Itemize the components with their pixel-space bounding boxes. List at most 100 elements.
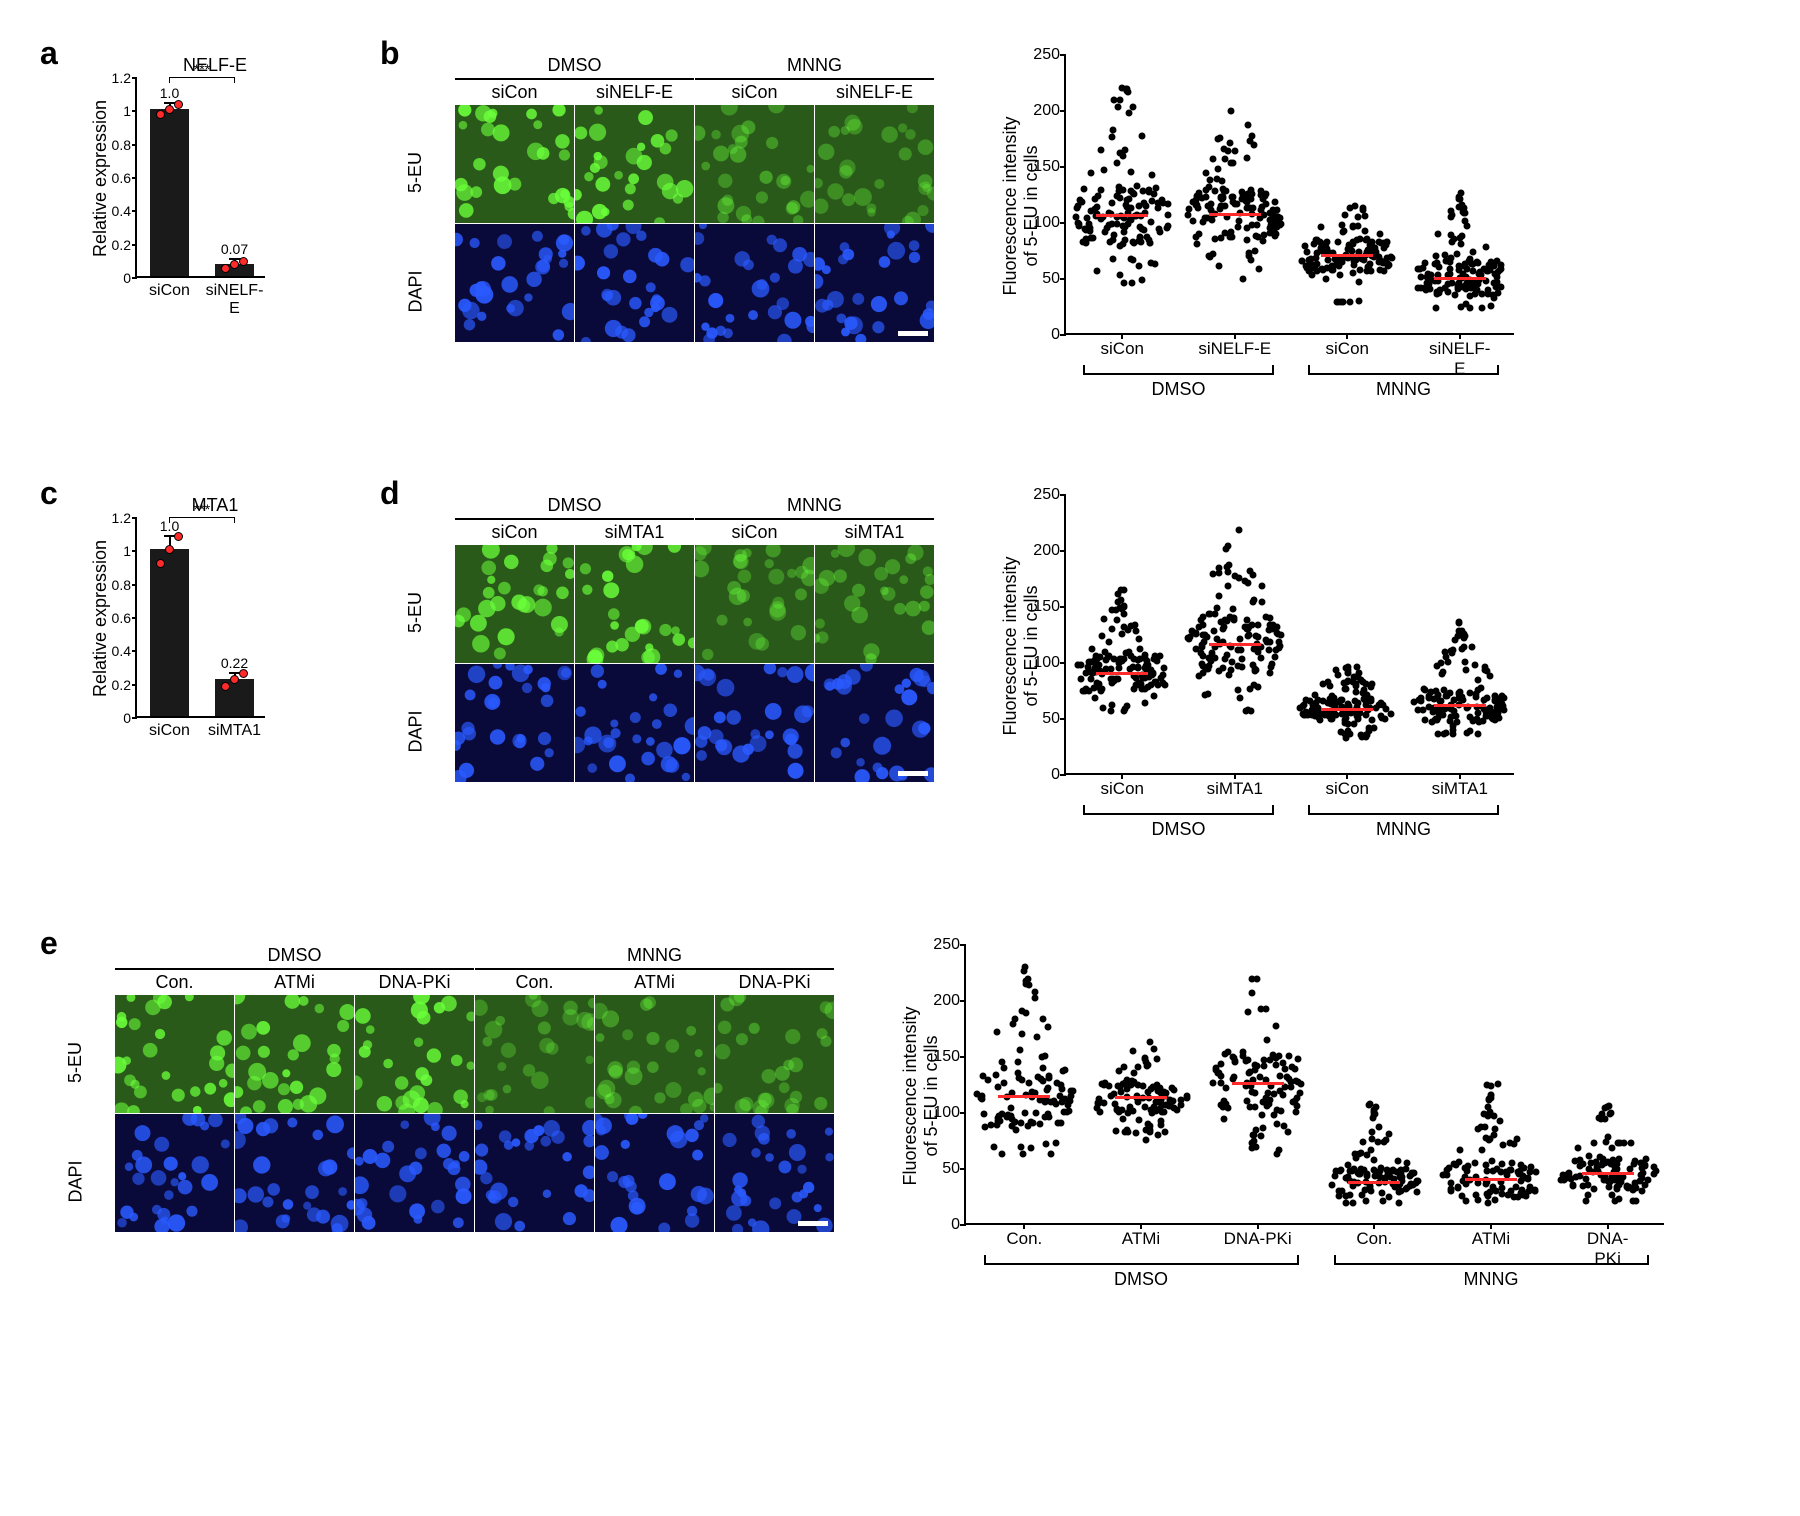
micrograph-row: [115, 1114, 834, 1232]
strip-plot: 050100150200250Fluorescence intensityof …: [1064, 55, 1514, 335]
median-line: [1434, 277, 1486, 280]
micrograph-grid-b: DMSOMNNGsiConsiNELF-EsiConsiNELF-E5-EUDA…: [415, 55, 934, 342]
micrograph-cell: [695, 664, 814, 782]
panel-c: cMTA100.20.40.60.811.2Relative expressio…: [60, 480, 295, 718]
micrograph-cell: [575, 105, 694, 223]
micrograph-group-label: MNNG: [475, 945, 834, 970]
group-bracket: [1083, 365, 1274, 375]
micrograph-row: [455, 105, 934, 223]
micrograph-group-label: DMSO: [115, 945, 474, 970]
micrograph-cell: [455, 105, 574, 223]
micrograph-group-label: DMSO: [455, 55, 694, 80]
median-line: [1096, 672, 1148, 675]
panel-e: eDMSOMNNGCon.ATMiDNA-PKiCon.ATMiDNA-PKi5…: [60, 930, 1674, 1232]
median-line: [1434, 704, 1486, 707]
micrograph-cell: [475, 995, 594, 1113]
group-label: DMSO: [1152, 819, 1206, 840]
group-bracket: [1083, 805, 1274, 815]
strip-chart-e: 050100150200250Fluorescence intensityof …: [874, 945, 1674, 1225]
median-line: [1115, 1096, 1167, 1099]
median-line: [1209, 213, 1261, 216]
micrograph-grid-d: DMSOMNNGsiConsiMTA1siConsiMTA15-EUDAPI: [415, 495, 934, 782]
bar-chart-a: NELF-E00.20.40.60.811.2Relative expressi…: [75, 55, 295, 278]
bar: [150, 549, 189, 716]
micrograph-row-label: 5-EU: [65, 1042, 86, 1083]
micrograph-cell: [815, 105, 934, 223]
panel-a: aNELF-E00.20.40.60.811.2Relative express…: [60, 40, 295, 278]
micrograph-grid-e: DMSOMNNGCon.ATMiDNA-PKiCon.ATMiDNA-PKi5-…: [75, 945, 834, 1232]
median-line: [1348, 1181, 1400, 1184]
group-label: MNNG: [1464, 1269, 1519, 1290]
median-line: [1209, 643, 1261, 646]
micrograph-cell: [235, 995, 354, 1113]
panel-label: c: [40, 475, 58, 512]
group-label: DMSO: [1114, 1269, 1168, 1290]
group-bracket: [984, 1255, 1299, 1265]
micrograph-cell: [695, 224, 814, 342]
micrograph-cell: [455, 664, 574, 782]
micrograph-col-label: siMTA1: [575, 522, 694, 543]
micrograph-group-label: DMSO: [455, 495, 694, 520]
micrograph-cell: [235, 1114, 354, 1232]
panel-label: e: [40, 925, 58, 962]
micrograph-col-label: Con.: [115, 972, 234, 993]
micrograph-col-label: siNELF-E: [815, 82, 934, 103]
micrograph-row-label: 5-EU: [405, 152, 426, 193]
micrograph-cell: [575, 545, 694, 663]
panel-b: bDMSOMNNGsiConsiNELF-EsiConsiNELF-E5-EUD…: [400, 40, 1524, 342]
strip-plot: 050100150200250Fluorescence intensityof …: [964, 945, 1664, 1225]
micrograph-cell: [455, 224, 574, 342]
micrograph-cell: [455, 545, 574, 663]
micrograph-col-label: Con.: [475, 972, 594, 993]
median-line: [1232, 1082, 1284, 1085]
micrograph-cell: [115, 995, 234, 1113]
figure-root: a NELF-E00.20.40.60.811.2Relative express…: [30, 30, 1770, 1486]
median-line: [998, 1095, 1050, 1098]
bar-chart-plot: 00.20.40.60.811.2Relative expression1.0s…: [135, 518, 265, 718]
micrograph-row-label: DAPI: [406, 710, 427, 752]
group-bracket: [1308, 365, 1499, 375]
micrograph-col-label: siCon: [695, 82, 814, 103]
micrograph-row-label: DAPI: [406, 270, 427, 312]
bar-chart-c: MTA100.20.40.60.811.2Relative expression…: [75, 495, 295, 718]
median-line: [1321, 254, 1373, 257]
panel-label: b: [380, 35, 400, 72]
median-line: [1582, 1172, 1634, 1175]
micrograph-row-label: DAPI: [66, 1160, 87, 1202]
panel-label: a: [40, 35, 58, 72]
bar: [150, 109, 189, 276]
median-line: [1321, 708, 1373, 711]
strip-chart-b: 050100150200250Fluorescence intensityof …: [974, 55, 1524, 335]
micrograph-row: [455, 664, 934, 782]
micrograph-col-label: DNA-PKi: [715, 972, 834, 993]
strip-chart-d: 050100150200250Fluorescence intensityof …: [974, 495, 1524, 775]
micrograph-col-label: DNA-PKi: [355, 972, 474, 993]
micrograph-cell: [695, 545, 814, 663]
micrograph-col-label: siCon: [455, 522, 574, 543]
group-label: MNNG: [1376, 819, 1431, 840]
micrograph-cell: [815, 224, 934, 342]
micrograph-row-label: 5-EU: [405, 592, 426, 633]
micrograph-cell: [115, 1114, 234, 1232]
group-label: MNNG: [1376, 379, 1431, 400]
strip-plot: 050100150200250Fluorescence intensityof …: [1064, 495, 1514, 775]
micrograph-col-label: ATMi: [235, 972, 354, 993]
group-bracket: [1334, 1255, 1649, 1265]
micrograph-cell: [575, 224, 694, 342]
micrograph-cell: [815, 664, 934, 782]
micrograph-cell: [715, 1114, 834, 1232]
group-label: DMSO: [1152, 379, 1206, 400]
micrograph-cell: [715, 995, 834, 1113]
panel-d: dDMSOMNNGsiConsiMTA1siConsiMTA15-EUDAPI0…: [400, 480, 1524, 782]
micrograph-row: [455, 545, 934, 663]
micrograph-cell: [695, 105, 814, 223]
micrograph-cell: [355, 1114, 474, 1232]
bar-chart-plot: 00.20.40.60.811.2Relative expression1.0s…: [135, 78, 265, 278]
micrograph-cell: [815, 545, 934, 663]
micrograph-group-label: MNNG: [695, 55, 934, 80]
micrograph-col-label: ATMi: [595, 972, 714, 993]
micrograph-cell: [595, 1114, 714, 1232]
micrograph-col-label: siCon: [695, 522, 814, 543]
median-line: [1096, 214, 1148, 217]
panel-label: d: [380, 475, 400, 512]
